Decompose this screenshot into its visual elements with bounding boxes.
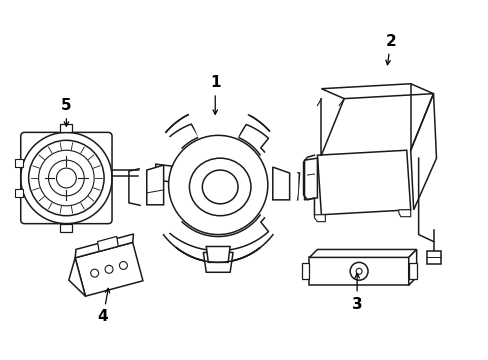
Polygon shape [139,130,218,240]
Circle shape [168,135,267,235]
Circle shape [20,132,112,224]
Ellipse shape [201,169,235,201]
Polygon shape [61,125,72,132]
Polygon shape [75,234,133,258]
Circle shape [119,261,127,269]
Polygon shape [317,150,410,215]
Polygon shape [301,264,309,279]
Text: 5: 5 [61,98,72,126]
Polygon shape [146,124,276,251]
Text: 3: 3 [351,274,362,311]
Polygon shape [146,165,163,205]
Polygon shape [314,215,325,222]
Polygon shape [129,167,146,207]
Polygon shape [203,252,233,272]
Circle shape [56,168,76,188]
Polygon shape [69,258,85,296]
Text: 4: 4 [98,288,109,324]
Polygon shape [218,140,297,229]
Polygon shape [408,264,416,279]
Polygon shape [410,94,436,210]
Circle shape [48,160,84,196]
Ellipse shape [202,170,238,204]
Circle shape [39,150,94,206]
Polygon shape [206,247,230,262]
Polygon shape [188,105,247,185]
Circle shape [105,265,113,273]
Polygon shape [309,249,416,257]
Polygon shape [304,158,317,200]
Circle shape [29,140,104,216]
Polygon shape [272,167,289,200]
Text: 2: 2 [385,33,395,65]
Polygon shape [426,251,441,264]
Polygon shape [75,242,142,296]
Polygon shape [97,237,118,251]
Ellipse shape [189,158,250,216]
Polygon shape [15,189,22,197]
Polygon shape [279,170,299,203]
Polygon shape [155,164,171,182]
Polygon shape [146,108,289,262]
Polygon shape [15,159,22,167]
Circle shape [349,262,367,280]
Polygon shape [61,224,72,231]
Polygon shape [398,210,410,217]
Circle shape [90,269,99,277]
Ellipse shape [189,158,246,212]
Polygon shape [191,105,250,185]
Circle shape [355,268,361,274]
Polygon shape [408,249,416,285]
Circle shape [166,133,269,237]
Text: 1: 1 [209,75,220,114]
Polygon shape [309,257,408,285]
Circle shape [123,91,312,279]
Polygon shape [321,84,433,99]
Polygon shape [141,134,218,250]
Polygon shape [218,129,295,250]
